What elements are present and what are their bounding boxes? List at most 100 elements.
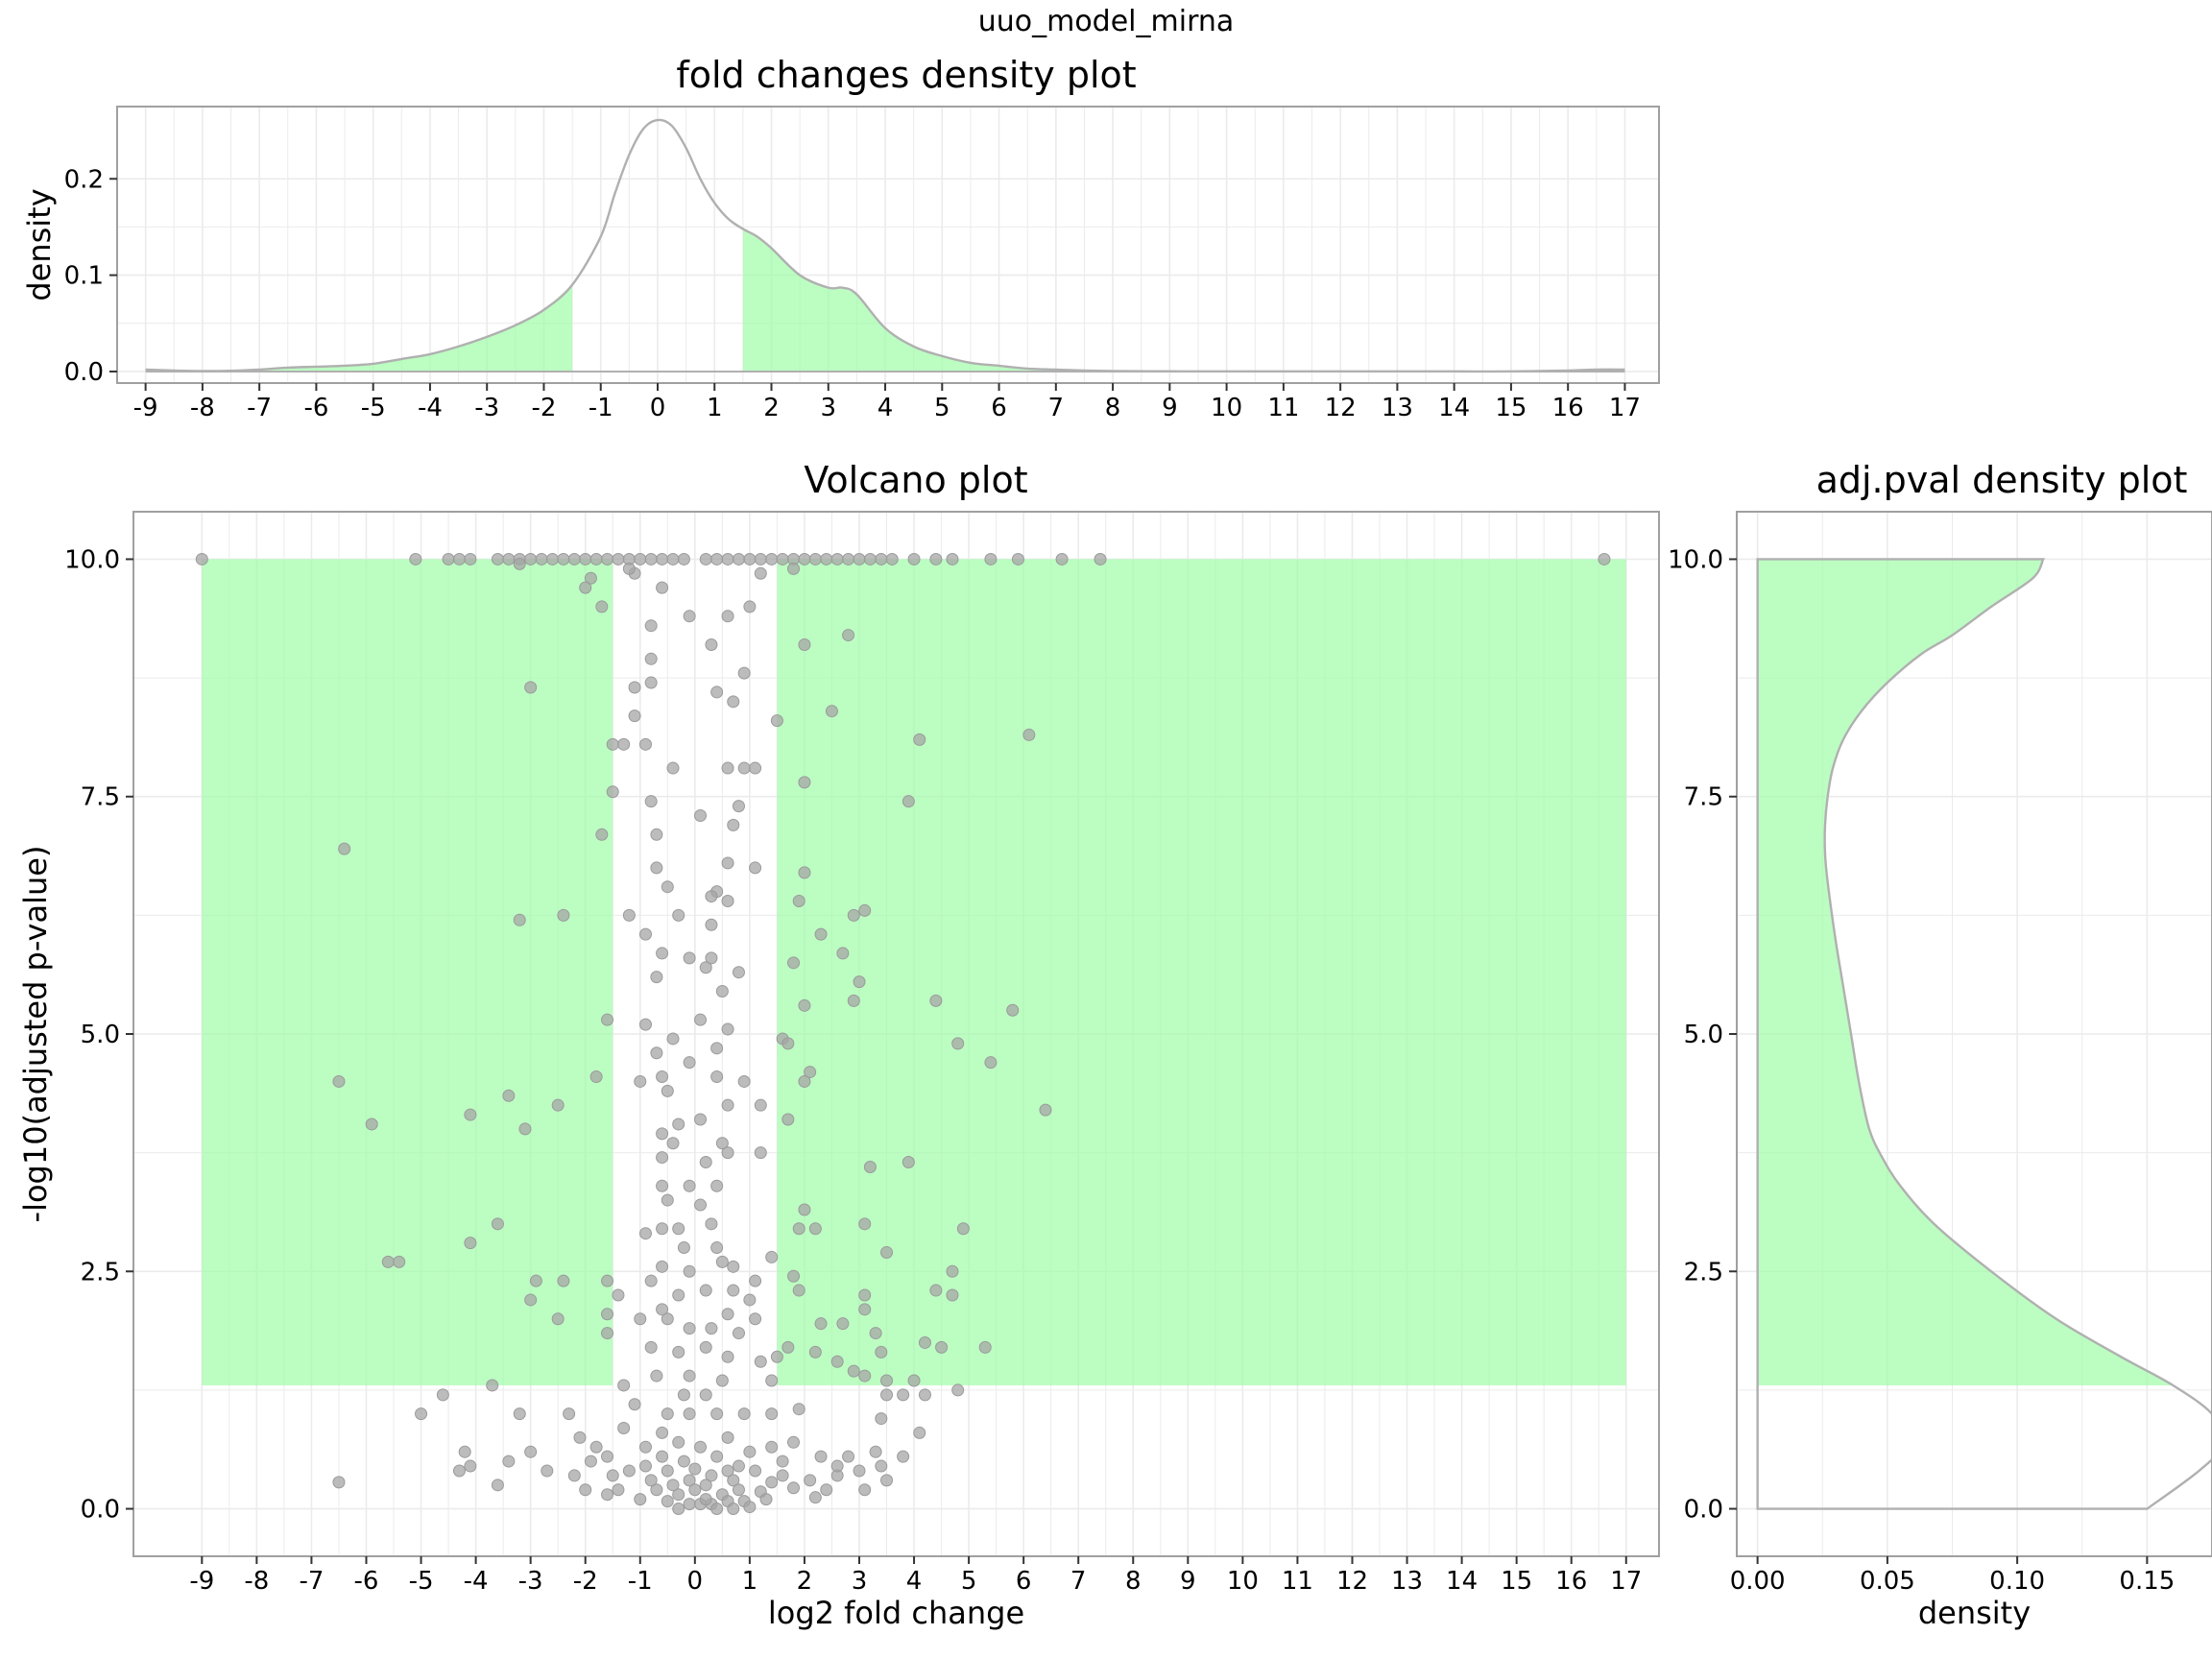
x-tick-label: 17 <box>1610 1567 1642 1596</box>
volcano-point <box>644 1474 658 1487</box>
volcano-point <box>765 1476 779 1489</box>
volcano-point <box>743 1501 757 1514</box>
volcano-point <box>688 1483 702 1497</box>
volcano-point <box>902 795 915 808</box>
volcano-point <box>409 552 422 565</box>
volcano-panel: -9 -8 -7 -6 -5 -4 -3 -2 -1 0 1 2 3 4 5 6 7 8 9 10 11 12 13 14 15… <box>17 459 1660 1631</box>
volcano-point <box>935 1340 949 1354</box>
volcano-point <box>656 1151 669 1165</box>
y-tick-label: 7.5 <box>1684 783 1723 812</box>
volcano-point <box>644 619 658 633</box>
shade-area <box>742 228 1625 372</box>
volcano-point <box>332 1074 346 1088</box>
volcano-point <box>694 1440 708 1454</box>
volcano-point <box>858 1369 872 1382</box>
y-tick-label: 2.5 <box>1684 1258 1723 1286</box>
x-tick-label: 2 <box>797 1567 813 1596</box>
volcano-point <box>524 552 538 565</box>
volcano-point <box>880 1374 894 1387</box>
volcano-point <box>650 828 663 841</box>
x-tick-label: 6 <box>991 394 1007 422</box>
volcano-point <box>749 1312 762 1326</box>
volcano-point <box>656 1070 669 1084</box>
volcano-point <box>721 1308 734 1321</box>
x-tick-label: -7 <box>247 394 272 422</box>
volcano-point <box>808 1491 822 1504</box>
x-tick-label: 8 <box>1125 1567 1142 1596</box>
volcano-point <box>770 1350 783 1363</box>
x-tick-label: 8 <box>1105 394 1121 422</box>
significance-region <box>777 559 1626 1385</box>
x-tick-label: -9 <box>133 394 158 422</box>
volcano-point <box>644 652 658 665</box>
volcano-point <box>853 552 866 565</box>
volcano-point <box>584 1455 597 1468</box>
volcano-point <box>798 998 811 1012</box>
volcano-point <box>672 1222 685 1236</box>
volcano-point <box>705 1469 718 1482</box>
volcano-point <box>332 1476 346 1489</box>
volcano-point <box>589 1070 603 1084</box>
x-tick-label: 1 <box>707 394 723 422</box>
volcano-point <box>656 1303 669 1316</box>
x-tick-label: 5 <box>934 394 950 422</box>
volcano-point <box>869 1445 882 1458</box>
y-tick-label: 0.2 <box>64 165 104 194</box>
x-tick-label: 11 <box>1282 1567 1313 1596</box>
volcano-point <box>634 1312 647 1326</box>
volcano-point <box>464 552 477 565</box>
x-tick-label: 9 <box>1180 1567 1196 1596</box>
volcano-point <box>617 1421 631 1434</box>
volcano-point <box>946 552 959 565</box>
volcano-point <box>847 1364 860 1378</box>
x-tick-label: 6 <box>1016 1567 1032 1596</box>
volcano-point <box>727 1474 740 1487</box>
volcano-point <box>589 1440 603 1454</box>
volcano-point <box>951 1037 965 1050</box>
volcano-point <box>638 1440 652 1454</box>
x-tick-label: 14 <box>1438 394 1470 422</box>
volcano-point <box>715 984 729 998</box>
volcano-point <box>415 1407 428 1421</box>
volcano-point <box>743 600 757 613</box>
volcano-point <box>814 927 828 941</box>
y-tick-label: 0.0 <box>64 358 104 387</box>
x-tick-label: 11 <box>1267 394 1299 422</box>
volcano-point <box>776 1469 789 1482</box>
x-tick-label: 13 <box>1382 394 1413 422</box>
x-tick-label: 0 <box>650 394 666 422</box>
volcano-point <box>650 1046 663 1060</box>
volcano-point <box>732 1459 745 1473</box>
volcano-point <box>853 975 866 989</box>
volcano-point <box>721 1098 734 1112</box>
volcano-point <box>699 1479 712 1492</box>
volcano-point <box>907 552 921 565</box>
volcano-point <box>754 566 767 580</box>
volcano-point <box>754 1098 767 1112</box>
volcano-point <box>672 1503 685 1516</box>
volcano-point <box>792 1222 805 1236</box>
volcano-point <box>715 1255 729 1268</box>
y-tick-label: 0.1 <box>64 262 104 291</box>
volcano-point <box>694 1113 708 1126</box>
volcano-point <box>737 666 751 680</box>
volcano-point <box>601 552 614 565</box>
volcano-point <box>984 1056 998 1070</box>
volcano-point <box>875 1412 888 1426</box>
volcano-point <box>672 1288 685 1302</box>
volcano-point <box>622 908 636 922</box>
volcano-point <box>830 1459 844 1473</box>
x-tick-label: 1 <box>742 1567 758 1596</box>
volcano-point <box>464 1237 477 1250</box>
x-tick-label: 16 <box>1552 394 1584 422</box>
volcano-point <box>727 818 740 831</box>
x-tick-label: 7 <box>1048 394 1065 422</box>
volcano-point <box>699 1493 712 1506</box>
density-curve <box>1756 558 2212 1510</box>
x-tick-label: 15 <box>1501 1567 1532 1596</box>
volcano-point <box>765 552 779 565</box>
volcano-point <box>656 1222 669 1236</box>
volcano-point <box>853 1464 866 1478</box>
volcano-point <box>880 1245 894 1259</box>
volcano-point <box>792 1284 805 1297</box>
